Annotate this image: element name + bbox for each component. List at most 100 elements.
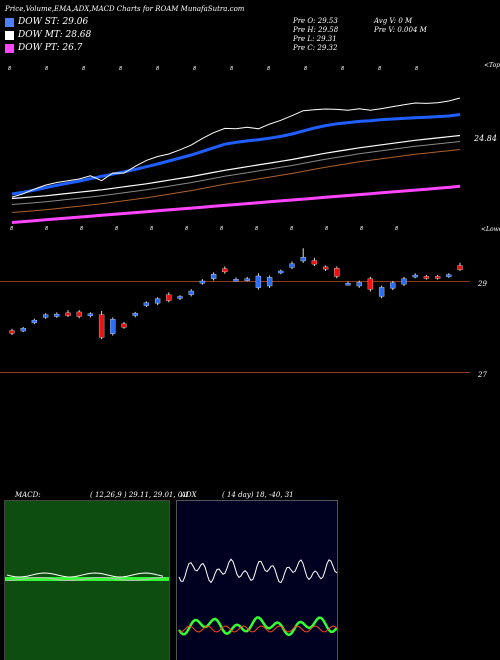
- volume-low-mark: 8: [115, 226, 118, 232]
- ema-band-brown: [11, 149, 461, 213]
- candle-body: [266, 277, 273, 287]
- candle-body: [356, 282, 362, 287]
- price-axis-label-29: 29: [478, 280, 487, 288]
- candle-body: [322, 266, 329, 270]
- candle-body: [457, 265, 463, 270]
- candle-body: [278, 270, 284, 274]
- volume-low-mark: 8: [290, 226, 293, 232]
- candle-body: [121, 323, 127, 328]
- volume-top-mark: 8: [304, 66, 307, 72]
- candle-body: [446, 274, 452, 277]
- level-line-27: [0, 372, 470, 373]
- candle-body: [244, 278, 250, 281]
- candle-body: [423, 276, 430, 279]
- chart-title: Price,Volume,EMA,ADX,MACD Charts for ROA…: [5, 5, 245, 13]
- candle-body: [20, 328, 26, 332]
- candle-body: [143, 302, 150, 306]
- macd-plot: [5, 572, 169, 582]
- candle-body: [166, 294, 172, 301]
- ema-legend-st: DOW ST: 29.06: [5, 17, 88, 27]
- candle-body: [65, 312, 71, 316]
- ema-mt-swatch: [5, 30, 14, 40]
- pre-high: Pre H: 29.58: [293, 26, 339, 34]
- ema-pt-label: DOW PT: 26.7: [18, 43, 83, 53]
- volume-top-mark: 8: [341, 66, 344, 72]
- volume-top-mark: 8: [193, 66, 196, 72]
- level-line-29: [0, 281, 470, 282]
- volume-low-mark: 8: [150, 226, 153, 232]
- candle-body: [9, 330, 15, 334]
- volume-top-mark: 8: [230, 66, 233, 72]
- candle-body: [233, 279, 239, 282]
- macd-panel-params: ( 12,26,9 ) 29.11, 29.01, 0.1: [90, 491, 189, 499]
- candle-body: [222, 268, 228, 273]
- volume-top-mark: 8: [415, 66, 418, 72]
- candle-body: [54, 314, 60, 317]
- volume-low-mark: 8: [255, 226, 258, 232]
- pre-low: Pre L: 29.31: [293, 35, 337, 43]
- volume-low-mark: 8: [360, 226, 363, 232]
- candle-body: [188, 290, 194, 295]
- candle-body: [378, 287, 385, 297]
- volume-low-mark: 8: [45, 226, 48, 232]
- adx-plot: [177, 558, 337, 637]
- pre-open: Pre O: 29.53: [293, 17, 338, 25]
- volume-top-mark: 8: [8, 66, 11, 72]
- candle-body: [390, 282, 396, 289]
- candle-body: [31, 319, 38, 324]
- candle-body: [98, 314, 105, 338]
- candle-body: [311, 260, 318, 265]
- macd-panel-label: MACD:: [15, 491, 41, 499]
- volume-top-mark: 8: [82, 66, 85, 72]
- candle-body: [177, 296, 183, 299]
- volume-top-mark: 8: [378, 66, 381, 72]
- low-level-label: <Lowes: [481, 226, 500, 233]
- candle-body: [199, 280, 206, 284]
- ema-pt-swatch: [5, 43, 14, 53]
- ema-level-label: 24.84: [474, 134, 497, 143]
- ema-band-gray: [11, 141, 461, 205]
- candle-body: [367, 278, 374, 290]
- volume-top-mark: 8: [156, 66, 159, 72]
- ema-legend-mt: DOW MT: 28.68: [5, 30, 91, 40]
- volume-low-mark: 8: [325, 226, 328, 232]
- candle-body: [87, 313, 94, 316]
- volume-top-mark: 8: [267, 66, 270, 72]
- volume-low-mark: 8: [80, 226, 83, 232]
- candle-body: [210, 274, 217, 279]
- adx-line: [178, 558, 337, 584]
- candle-body: [110, 319, 116, 334]
- price-close-line: [11, 97, 461, 198]
- adx-panel-params: ( 14 day) 18, -40, 31: [222, 491, 294, 499]
- volume-top-mark: 8: [119, 66, 122, 72]
- ema-st-swatch: [5, 17, 14, 27]
- adx-panel: [176, 500, 338, 660]
- macd-signal-line: [6, 576, 164, 582]
- avg-volume: Avg V: 0 M: [374, 17, 413, 25]
- adx-panel-label: ADX: [181, 491, 197, 499]
- candle-body: [334, 268, 340, 277]
- volume-low-mark: 8: [220, 226, 223, 232]
- candle-body: [289, 263, 295, 268]
- volume-low-mark: 8: [395, 226, 398, 232]
- ema-mt-label: DOW MT: 28.68: [18, 30, 92, 40]
- candle-body: [154, 298, 161, 304]
- volume-low-mark: 8: [10, 226, 13, 232]
- minus-di-line: [178, 625, 337, 633]
- ema-legend-pt: DOW PT: 26.7: [5, 43, 82, 53]
- top-level-label: <Topo: [484, 62, 500, 69]
- candle-body: [434, 276, 441, 279]
- price-chart: 8 8 8 8 8 8 8 8 8 8 8 8 8 8 8 8 8 8 8 8 8 8 8 8: [8, 66, 463, 340]
- ema-line-dow-mt: [11, 134, 461, 200]
- price-axis-label-27: 27: [478, 371, 487, 379]
- candle-body: [76, 311, 82, 317]
- candle-body: [132, 313, 138, 316]
- candle-body: [255, 275, 262, 288]
- pre-volume: Pre V: 0.004 M: [374, 26, 427, 34]
- macd-panel: [4, 500, 170, 660]
- candle-body: [412, 274, 418, 278]
- volume-low-mark: 8: [185, 226, 188, 232]
- candle-body: [345, 283, 351, 286]
- ema-line-dow-pt: [11, 184, 461, 224]
